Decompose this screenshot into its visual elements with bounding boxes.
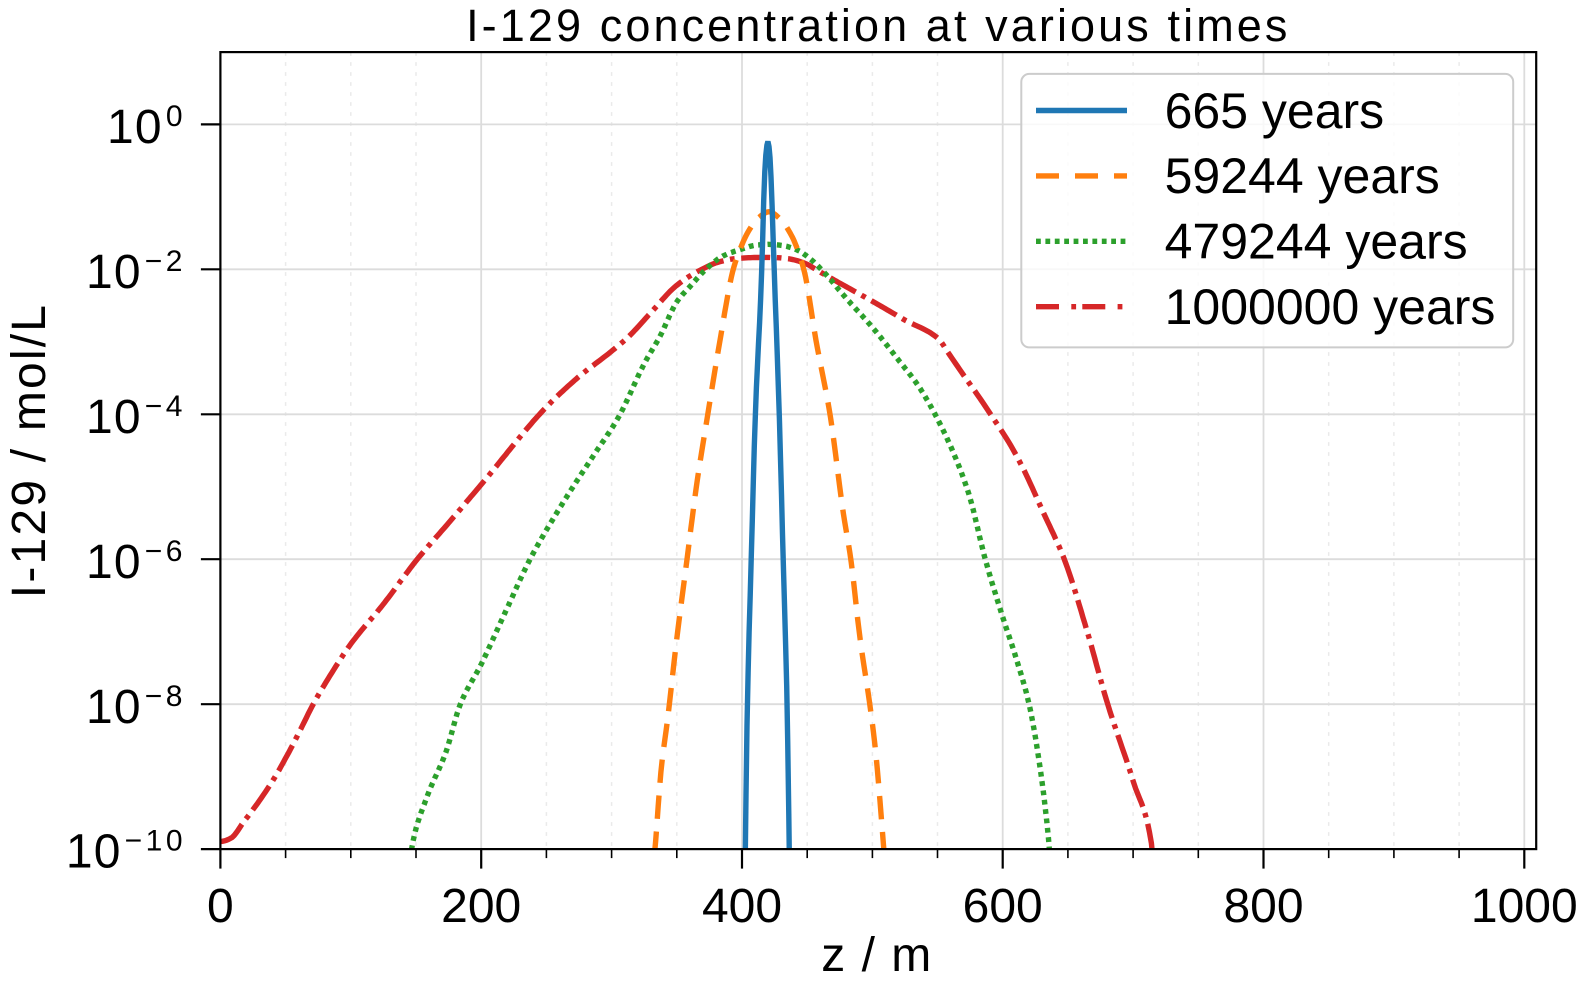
svg-text:479244 years: 479244 years (1165, 214, 1468, 270)
svg-text:800: 800 (1223, 880, 1303, 933)
svg-text:1000: 1000 (1471, 880, 1578, 933)
svg-text:0: 0 (207, 880, 234, 933)
svg-text:10−8: 10 −8 (86, 680, 186, 734)
svg-text:200: 200 (441, 880, 521, 933)
svg-text:400: 400 (702, 880, 782, 933)
svg-text:I-129 concentration at various: I-129 concentration at various times (466, 0, 1290, 51)
svg-text:665 years: 665 years (1165, 83, 1385, 139)
svg-text:10−4: 10 −4 (86, 390, 186, 444)
svg-text:z / m: z / m (821, 929, 933, 982)
svg-text:600: 600 (963, 880, 1043, 933)
svg-text:10−6: 10 −6 (86, 535, 186, 589)
svg-text:10−2: 10 −2 (86, 245, 186, 299)
svg-text:100: 10 0 (107, 100, 186, 154)
svg-text:I-129 / mol/L: I-129 / mol/L (3, 303, 56, 598)
svg-text:1000000 years: 1000000 years (1165, 279, 1496, 335)
svg-text:59244 years: 59244 years (1165, 148, 1440, 204)
svg-text:10−10: 10 −10 (66, 825, 186, 879)
